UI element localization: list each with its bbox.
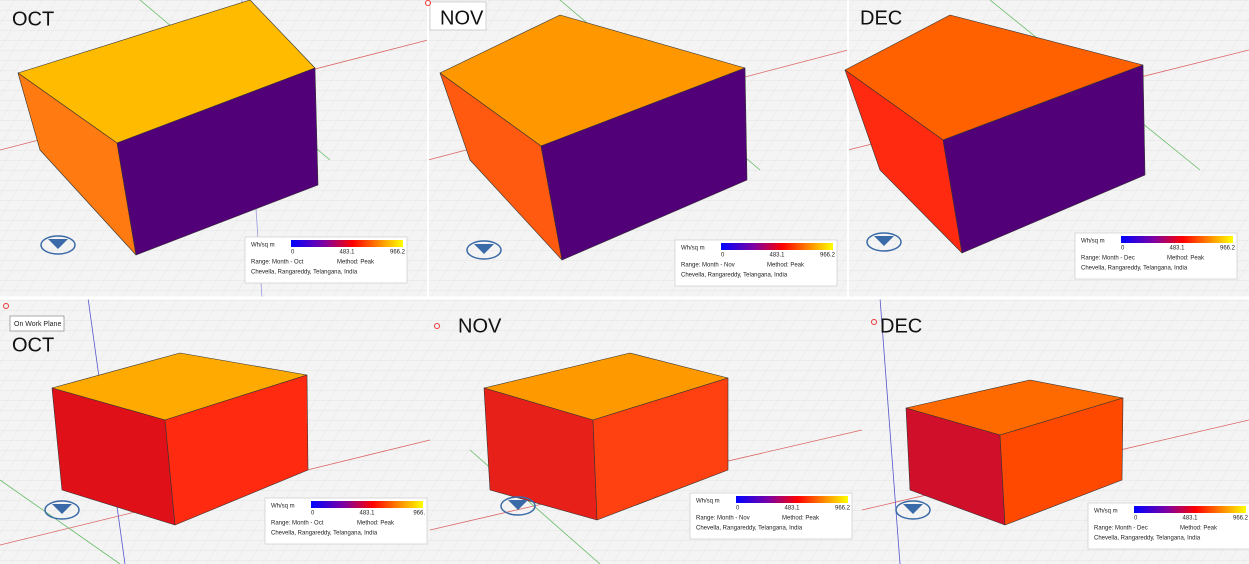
mass-face (999, 397, 1124, 526)
label-box (429, 1, 487, 31)
compass-arrow (874, 236, 894, 246)
viewport-panel: DEC Wh/sq m 0 483.1 966.2 Range: Month - Dec M… (880, 315, 1249, 550)
legend-location: Chevella, Rangareddy, Telangana, India (696, 526, 803, 532)
legend-method: Method: Peak (337, 260, 375, 266)
legend-unit: Wh/sq m (251, 243, 275, 249)
mass-face (592, 377, 729, 521)
compass-ring (466, 240, 502, 260)
compass-arrow (48, 239, 68, 249)
legend-mid: 483.1 (339, 250, 355, 256)
compass-ring (500, 496, 536, 516)
compass-ring (866, 232, 902, 252)
legend-min: 0 (311, 511, 315, 517)
month-label: OCT (12, 334, 54, 356)
month-label: NOV (458, 315, 502, 337)
viewport-panel: NOV Wh/sq m 0 483.1 966.2 Range: Month - Nov M… (458, 315, 853, 540)
compass-arrow (474, 244, 494, 254)
legend-range: Range: Month - Dec (1094, 526, 1148, 532)
viewport-panel: NOV Wh/sq m 0 483.1 966.2 Range: Month - Nov M… (429, 1, 838, 287)
legend-min: 0 (1134, 516, 1138, 522)
legend-range: Range: Month - Nov (681, 263, 735, 269)
tooltip: On Work Plane (9, 315, 65, 332)
legend-unit: Wh/sq m (681, 246, 705, 252)
legend-ramp (736, 496, 848, 503)
legend-location: Chevella, Rangareddy, Telangana, India (681, 273, 788, 279)
legend-method: Method: Peak (782, 516, 820, 522)
legend-method: Method: Peak (357, 521, 395, 527)
legend-max: 966.2 (390, 250, 406, 256)
legend-mid: 483.1 (784, 506, 800, 512)
legend-min: 0 (721, 253, 725, 259)
legend-unit: Wh/sq m (1081, 239, 1105, 245)
legend-ramp (1121, 236, 1233, 243)
month-label: DEC (860, 7, 902, 29)
month-label: NOV (440, 7, 484, 29)
month-label: DEC (880, 315, 922, 337)
legend-min: 0 (1121, 246, 1125, 252)
legend-method: Method: Peak (767, 263, 805, 269)
legend-ramp (311, 501, 423, 508)
legend-min: 0 (736, 506, 740, 512)
compass-arrow (508, 500, 528, 510)
mass-face (540, 67, 748, 261)
mass-face (164, 374, 309, 526)
legend-range: Range: Month - Oct (271, 521, 324, 527)
legend-mid: 483.1 (359, 511, 375, 517)
compass-ring (895, 500, 931, 520)
legend-method: Method: Peak (1180, 526, 1218, 532)
compass-arrow (52, 504, 72, 514)
compass-arrow (903, 504, 923, 514)
origin-marker (3, 303, 9, 309)
legend-range: Range: Month - Oct (251, 260, 304, 266)
tooltip-text: On Work Plane (14, 321, 61, 328)
compass-ring (44, 500, 80, 520)
mass-face (116, 67, 319, 256)
legend-unit: Wh/sq m (696, 499, 720, 505)
legend-location: Chevella, Rangareddy, Telangana, India (1081, 266, 1188, 272)
legend-max: 966.2 (1220, 246, 1236, 252)
viewport-panel: OCT Wh/sq m 0 483.1 966.2 Range: Month - Oct M… (12, 0, 408, 284)
month-label: OCT (12, 8, 54, 30)
legend-mid: 483.1 (1169, 246, 1185, 252)
compass-ring (40, 235, 76, 255)
mass-face (942, 64, 1146, 254)
origin-marker (434, 323, 440, 329)
legend-unit: Wh/sq m (1094, 509, 1118, 515)
legend-location: Chevella, Rangareddy, Telangana, India (271, 531, 378, 537)
legend-min: 0 (291, 250, 295, 256)
legend-range: Range: Month - Dec (1081, 256, 1135, 262)
legend-max: 966. (413, 511, 425, 517)
viewport-panel: OCT Wh/sq m 0 483.1 966. Range: Month - Oct Me… (12, 334, 428, 545)
origin-marker (871, 319, 877, 325)
legend-range: Range: Month - Nov (696, 516, 750, 522)
legend-location: Chevella, Rangareddy, Telangana, India (251, 270, 358, 276)
legend-max: 966.2 (1233, 516, 1249, 522)
legend-mid: 483.1 (1182, 516, 1198, 522)
legend-max: 966.2 (835, 506, 851, 512)
legend-max: 966.2 (820, 253, 836, 259)
legend-unit: Wh/sq m (271, 504, 295, 510)
legend-ramp (1134, 506, 1246, 513)
legend-location: Chevella, Rangareddy, Telangana, India (1094, 536, 1201, 542)
legend-ramp (721, 243, 833, 250)
legend-method: Method: Peak (1167, 256, 1205, 262)
legend-mid: 483.1 (769, 253, 785, 259)
origin-marker (425, 0, 431, 6)
viewport-panel: DEC Wh/sq m 0 483.1 966.2 Range: Month - Dec M… (844, 7, 1238, 280)
legend-ramp (291, 240, 403, 247)
